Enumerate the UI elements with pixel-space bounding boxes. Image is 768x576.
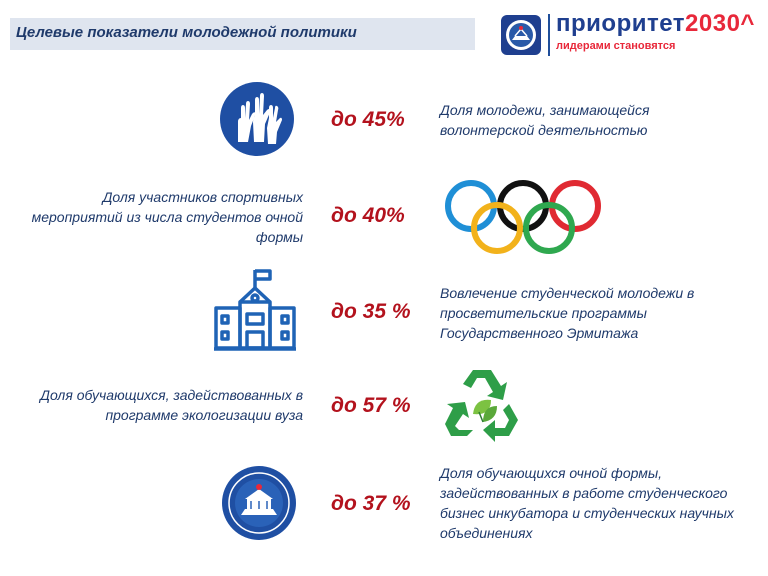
recycle-leaf-icon — [443, 364, 523, 444]
logo-mark: ^ — [740, 10, 755, 37]
page-title: Целевые показатели молодежной политики — [16, 24, 357, 41]
olympic-rings-icon — [440, 178, 610, 256]
logo-number: 2030 — [685, 10, 741, 37]
indicator-text-incubator: Доля обучающихся очной формы, задействов… — [440, 465, 734, 541]
raised-hands-icon — [220, 82, 294, 156]
logo-tagline: лидерами становятся — [556, 40, 676, 52]
indicator-value-volunteers: до 45% — [331, 108, 405, 131]
indicator-text-sports: Доля участников спортивных мероприятий и… — [31, 189, 303, 245]
indicator-value-hermitage: до 35 % — [331, 300, 411, 323]
title-band — [10, 18, 475, 50]
logo-wordmark: приоритет2030^ — [556, 10, 755, 37]
university-seal-icon — [221, 465, 297, 541]
indicator-value-sports: до 40% — [331, 204, 405, 227]
museum-building-icon — [212, 268, 298, 352]
indicator-text-hermitage: Вовлечение студенческой молодежи в просв… — [440, 285, 695, 341]
indicator-value-ecology: до 57 % — [331, 394, 411, 417]
indicator-text-volunteers: Доля молодежи, занимающейся волонтерской… — [440, 102, 650, 138]
indicator-text-ecology: Доля обучающихся, задействованных в прог… — [40, 387, 303, 423]
university-emblem-icon — [500, 14, 542, 56]
indicator-value-incubator: до 37 % — [331, 492, 411, 515]
logo-divider — [548, 14, 550, 56]
